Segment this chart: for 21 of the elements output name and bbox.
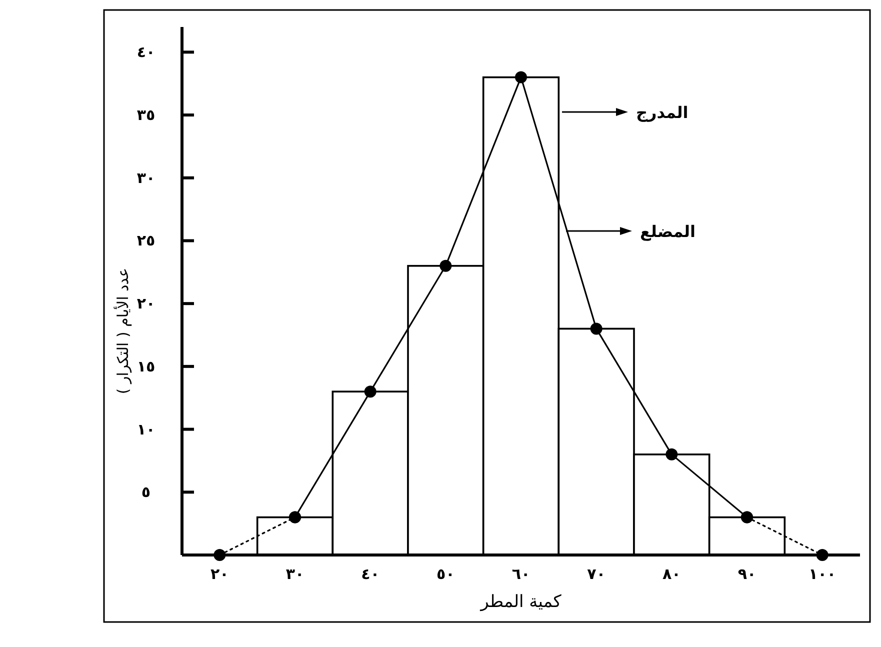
y-tick-label: ٣٥ [136, 106, 156, 124]
x-tick-label: ٨٠ [662, 565, 681, 583]
y-tick-label: ١٥ [136, 357, 156, 376]
y-tick-label: ٣٠ [136, 168, 156, 187]
y-axis-title: عدد الأيام ( التكرار ) [113, 268, 132, 394]
y-tick-label: ١٠ [136, 420, 156, 438]
x-tick-label: ٥٠ [436, 565, 455, 583]
x-tick-label: ٦٠ [512, 565, 530, 583]
y-tick-label: ٥ [141, 483, 151, 502]
x-tick-label: ٣٠ [286, 565, 304, 583]
x-tick-label: ٤٠ [361, 565, 380, 583]
y-tick-label: ٢٠ [136, 294, 156, 313]
x-tick-label: ٩٠ [738, 565, 756, 583]
annotation: المضلع [640, 222, 696, 241]
x-axis-title: كمية المطر [480, 592, 562, 612]
x-tick-label: ٧٠ [587, 565, 606, 583]
y-tick-label: ٤٠ [136, 43, 156, 62]
x-tick-label: ١٠٠ [808, 565, 836, 583]
x-tick-label: ٢٠ [210, 565, 229, 583]
y-tick-label: ٢٥ [136, 232, 156, 250]
annotation: المدرج [636, 103, 688, 122]
